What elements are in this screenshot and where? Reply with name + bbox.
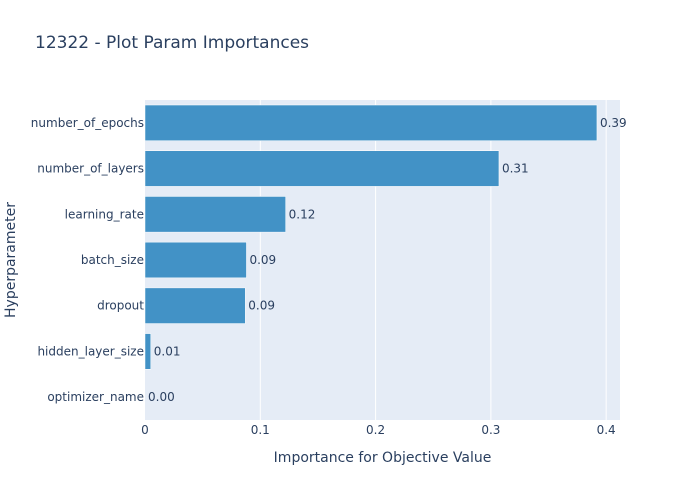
bar [144, 241, 247, 279]
bar [144, 104, 598, 141]
y-axis-title: Hyperparameter [3, 202, 19, 318]
y-tick-label: learning_rate [65, 207, 144, 221]
x-tick-label: 0.1 [251, 423, 270, 437]
x-tick-label: 0.4 [597, 423, 616, 437]
y-tick-label: number_of_epochs [31, 116, 144, 130]
bar [144, 287, 246, 324]
bars: 0.39 0.31 0.12 0.09 0.09 0.01 0.00 [144, 104, 627, 404]
data-label: 0.00 [148, 390, 175, 404]
chart-title: 12322 - Plot Param Importances [35, 33, 310, 53]
y-tick-label: hidden_layer_size [37, 344, 144, 358]
x-axis-title: Importance for Objective Value [274, 450, 492, 466]
y-axis-ticks: number_of_epochs number_of_layers learning… [31, 116, 144, 404]
y-tick-label: batch_size [81, 253, 144, 267]
bar [144, 333, 152, 370]
bar [144, 196, 286, 233]
data-label: 0.09 [249, 253, 276, 267]
x-tick-label: 0 [141, 423, 149, 437]
data-label: 0.01 [154, 344, 181, 358]
x-tick-label: 0.2 [366, 423, 385, 437]
y-tick-label: number_of_layers [37, 162, 144, 176]
data-label: 0.12 [289, 207, 316, 221]
x-tick-label: 0.3 [481, 423, 500, 437]
y-tick-label: dropout [97, 299, 144, 313]
data-label: 0.31 [502, 162, 529, 176]
data-label: 0.09 [248, 299, 275, 313]
data-label: 0.39 [600, 116, 627, 130]
bar [144, 150, 500, 187]
x-axis-ticks: 0 0.1 0.2 0.3 0.4 [141, 423, 616, 437]
y-tick-label: optimizer_name [47, 390, 144, 404]
